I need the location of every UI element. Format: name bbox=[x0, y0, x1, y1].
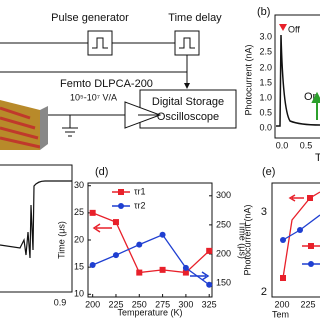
axis-arrow bbox=[190, 271, 210, 281]
x-tick-label: 0.9 bbox=[54, 297, 67, 307]
x-axis-label: T bbox=[315, 152, 320, 164]
y-tick-label: 2.5 bbox=[259, 46, 272, 56]
y-tick-label: 25 bbox=[74, 207, 84, 217]
y2-tick-label: 200 bbox=[216, 248, 231, 258]
panel-b: (b) Photocurrent (nA) 3.0 2.5 2.0 1.5 1.… bbox=[243, 6, 320, 164]
data-point bbox=[182, 264, 189, 271]
y-tick-label: 2.0 bbox=[259, 62, 272, 72]
y-tick-label: 0.0 bbox=[259, 122, 272, 132]
data-point bbox=[159, 231, 166, 238]
y-tick-label: 1.0 bbox=[259, 92, 272, 102]
legend-label: τr1 bbox=[134, 186, 146, 196]
panel-d: (d) Temperature (K) Time (μs) Time (μs) 200 2… bbox=[56, 166, 247, 317]
y-tick-label: 0.5 bbox=[259, 107, 272, 117]
y2-tick-label: 250 bbox=[216, 219, 231, 229]
x-tick-label: 225 bbox=[300, 299, 315, 309]
panel-label: (b) bbox=[257, 6, 270, 18]
y-axis-label: Photocurrent (nA) bbox=[243, 44, 253, 115]
x-tick-label: 200 bbox=[274, 299, 289, 309]
data-point bbox=[136, 269, 143, 276]
pulse-generator-label: Pulse generator bbox=[51, 12, 129, 24]
x-tick-label: 225 bbox=[108, 299, 123, 309]
legend-label: τr2 bbox=[134, 200, 146, 210]
x-axis-label: Tem bbox=[272, 309, 289, 319]
panel-e: (e) Photocurrent (nA) 3 2 200 225 Tem bbox=[242, 166, 320, 319]
schematic: Pulse generator Time delay Femto DLPCA-2… bbox=[0, 12, 237, 150]
y-tick-label: 3 bbox=[261, 206, 267, 218]
data-point bbox=[182, 269, 189, 276]
legend-marker bbox=[118, 189, 124, 195]
y-tick-label: 3.0 bbox=[259, 31, 272, 41]
panel-c: 0.9 bbox=[0, 164, 73, 307]
series-line bbox=[92, 233, 210, 286]
off-label: Off bbox=[288, 24, 300, 34]
y-axis-label: Photocurrent (nA) bbox=[242, 204, 252, 275]
axis-arrow bbox=[92, 223, 112, 233]
y-tick-label: 1.5 bbox=[259, 77, 272, 87]
y-axis-label: Time (μs) bbox=[56, 221, 66, 259]
y2-axis-label: Time (μs) bbox=[238, 221, 248, 259]
x-tick-label: 275 bbox=[155, 299, 170, 309]
x-tick-label: 0.5 bbox=[300, 140, 313, 150]
x-axis-label: Temperature (K) bbox=[117, 307, 182, 317]
panel-label: (d) bbox=[95, 166, 108, 178]
y-tick-label: 2 bbox=[261, 286, 267, 298]
x-tick-label: 300 bbox=[178, 299, 193, 309]
data-point bbox=[206, 281, 213, 288]
data-point bbox=[112, 252, 119, 259]
y-tick-label: 30 bbox=[74, 180, 84, 190]
storage-label: Oscilloscope bbox=[157, 111, 219, 123]
data-point bbox=[206, 247, 213, 254]
time-delay-label: Time delay bbox=[168, 12, 222, 24]
x-tick-label: 250 bbox=[132, 299, 147, 309]
data-point bbox=[112, 219, 119, 226]
x-tick-label: 0.0 bbox=[276, 140, 289, 150]
y2-tick-label: 300 bbox=[216, 190, 231, 200]
y-tick-label: 10 bbox=[74, 289, 84, 299]
data-point bbox=[89, 209, 96, 216]
x-tick-label: 325 bbox=[202, 299, 217, 309]
legend-marker bbox=[118, 203, 124, 209]
y2-tick-label: 150 bbox=[216, 277, 231, 287]
y-tick-label: 20 bbox=[74, 234, 84, 244]
gain-label: 10⁵-10⁷ V/A bbox=[70, 92, 117, 102]
data-point bbox=[159, 266, 166, 273]
data-point bbox=[89, 262, 96, 269]
amplifier-label: Femto DLPCA-200 bbox=[60, 78, 153, 90]
panel-label: (e) bbox=[262, 166, 275, 178]
x-tick-label: 200 bbox=[85, 299, 100, 309]
storage-label: Digital Storage bbox=[152, 96, 224, 108]
data-point bbox=[136, 241, 143, 248]
y-tick-label: 15 bbox=[74, 262, 84, 272]
series-line bbox=[92, 212, 210, 274]
